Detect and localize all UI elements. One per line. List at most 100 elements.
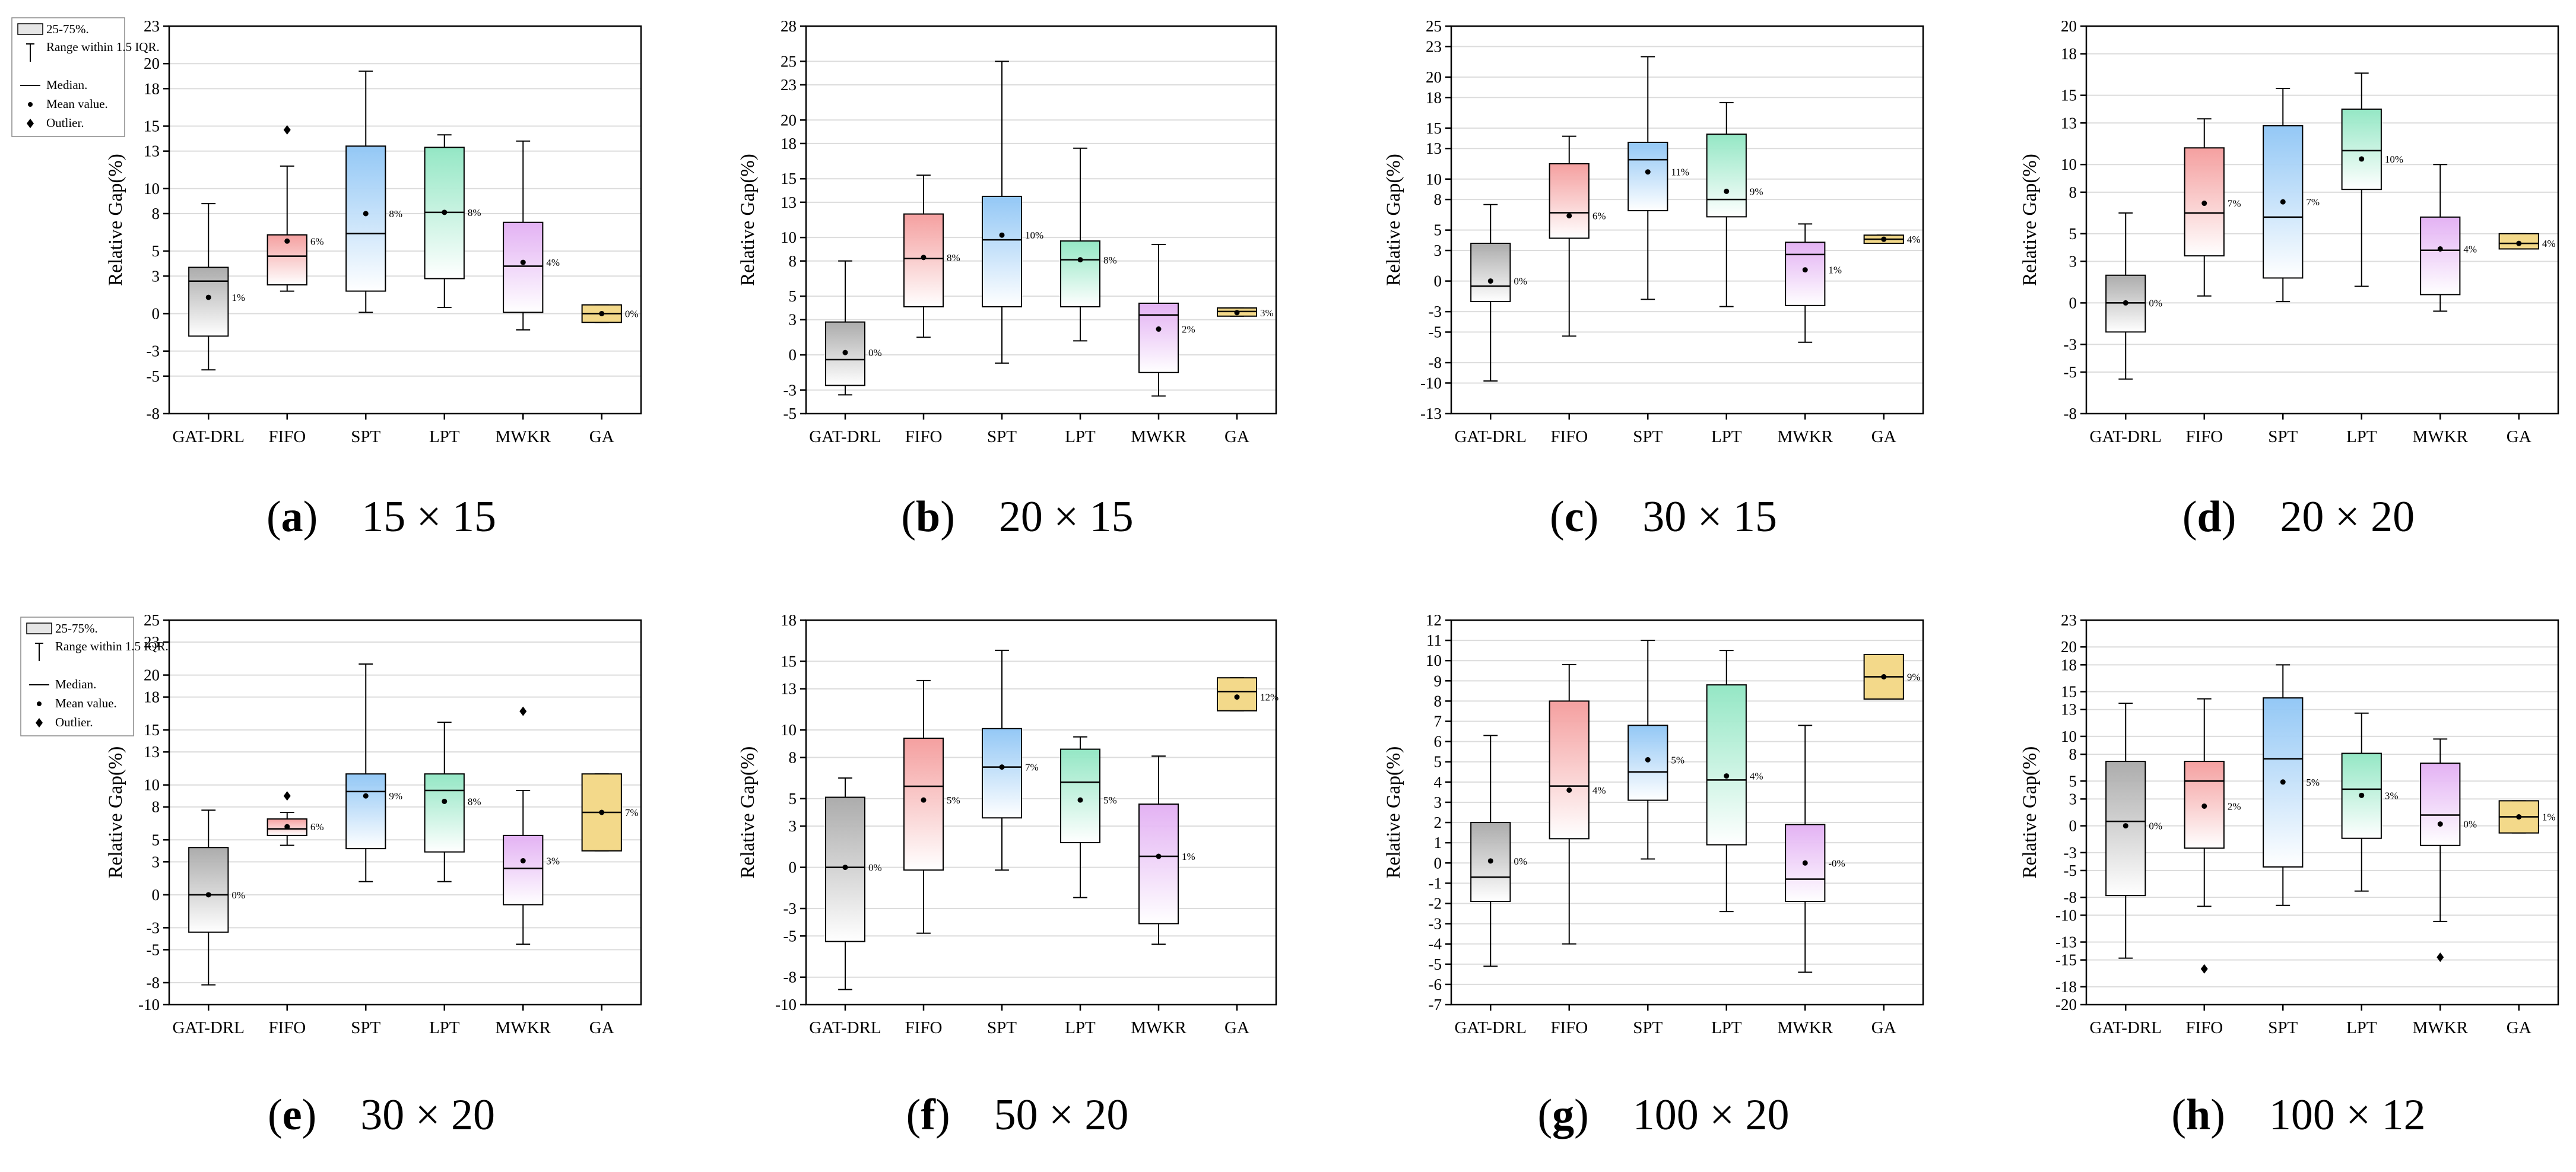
mean-point (205, 892, 211, 898)
y-tick-label: -7 (1429, 996, 1442, 1014)
mean-point (1566, 787, 1572, 793)
mean-value-label: 3% (2385, 790, 2399, 801)
y-tick-label: -8 (783, 968, 797, 986)
caption-letter: e (283, 1091, 302, 1139)
box-fifo: 7% (2184, 118, 2241, 297)
x-tick-label-mwkr: MWKR (1778, 427, 1833, 446)
box-spt: 10% (982, 61, 1043, 364)
y-tick-label: -3 (1429, 915, 1442, 933)
outlier-point (519, 706, 527, 716)
box-iqr (1785, 242, 1826, 306)
mean-point (2516, 814, 2522, 820)
mean-value-label: 7% (2306, 196, 2320, 208)
outlier-point (283, 125, 291, 135)
legend-median-label: Median. (55, 677, 96, 691)
box-iqr (903, 213, 944, 307)
panel-caption: (c) 30 × 15 (1550, 493, 1777, 541)
y-tick-label: 10 (1426, 170, 1442, 188)
mean-value-label: 0% (868, 347, 882, 358)
mean-value-label: 5% (1671, 754, 1684, 766)
y-tick-label: -5 (1429, 955, 1442, 973)
outlier-point (2437, 952, 2444, 963)
y-tick-label: -10 (138, 996, 160, 1014)
box-iqr (2498, 233, 2539, 250)
mean-point (921, 255, 927, 261)
mean-point (284, 824, 290, 830)
mean-value-label: 6% (310, 821, 324, 833)
y-tick-label: 8 (789, 748, 797, 766)
box-gat-drl: 0% (1470, 735, 1527, 967)
y-tick-label: 3 (1434, 793, 1442, 811)
mean-value-label: 4% (1907, 234, 1921, 245)
y-tick-label: 5 (1434, 221, 1442, 239)
legend-box-swatch (17, 23, 43, 35)
legend-box-swatch (26, 622, 52, 634)
mean-value-label: 0% (231, 890, 245, 901)
box-iqr (982, 728, 1022, 819)
legend-outlier-swatch (36, 718, 43, 728)
box-iqr (503, 834, 544, 906)
mean-value-label: 7% (625, 807, 639, 818)
mean-point (999, 232, 1005, 238)
box-lpt: 3% (2341, 712, 2399, 892)
box-iqr (903, 738, 944, 871)
legend-mean-swatch (28, 102, 33, 107)
y-tick-label: 20 (2061, 17, 2077, 35)
mean-value-label: 1% (1828, 265, 1842, 276)
y-tick-label: 18 (2061, 656, 2077, 674)
box-spt: 5% (1628, 640, 1684, 860)
box-lpt: 10% (2341, 72, 2403, 287)
chart-panel-e: -10 -8 -5 -3 0 3 5 8 10 13 15 18 20 23 25 Relative Gap(… (20, 611, 642, 1139)
mean-value-label: 4% (1592, 784, 1606, 796)
mean-value-label: 9% (389, 790, 402, 802)
mean-value-label: 0% (2149, 821, 2162, 832)
y-axis-label: Relative Gap(%) (737, 154, 759, 286)
legend-mean-label: Mean value. (55, 696, 117, 710)
y-tick-label: 3 (2069, 252, 2077, 270)
mean-point (999, 764, 1005, 770)
y-tick-label: 0 (1434, 854, 1442, 872)
x-tick-label-ga: GA (1871, 1018, 1896, 1037)
mean-point (1077, 797, 1083, 803)
y-tick-label: 10 (144, 180, 160, 198)
mean-point (2437, 246, 2443, 252)
box-gat-drl: 0% (2105, 703, 2162, 959)
mean-value-label: 7% (1025, 762, 1039, 773)
box-iqr (1706, 134, 1747, 218)
mean-point (1156, 326, 1162, 332)
caption-paren-close: ) (1574, 1091, 1633, 1139)
y-tick-label: -20 (2055, 996, 2077, 1014)
y-tick-label: -5 (783, 405, 797, 423)
y-tick-label: 15 (1426, 119, 1442, 137)
box-fifo: 4% (1549, 664, 1606, 945)
mean-value-label: 0% (868, 862, 882, 874)
y-tick-label: 18 (1426, 88, 1442, 106)
mean-value-label: 5% (2306, 777, 2320, 788)
x-tick-label-ga: GA (2507, 427, 2531, 446)
legend-mean-swatch (37, 701, 42, 706)
caption-paren-close: ) (302, 1091, 361, 1139)
box-fifo: 6% (1549, 135, 1606, 337)
box-ga: 7% (581, 773, 639, 852)
box-ga: 9% (1863, 653, 1921, 700)
x-tick-label-gat-drl: GAT-DRL (2090, 427, 2162, 446)
y-tick-label: 13 (2061, 114, 2077, 132)
mean-point (205, 294, 211, 300)
box-iqr (1628, 141, 1668, 212)
y-tick-label: 15 (144, 117, 160, 135)
box-gat-drl: 0% (188, 809, 245, 986)
box-mwkr: 4% (2420, 164, 2477, 312)
mean-value-label: 0% (2463, 819, 2477, 830)
legend: 25-75%. Range within 1.5 IQR. Median. Mean … (11, 17, 160, 137)
y-tick-label: 15 (781, 170, 797, 188)
y-tick-label: 6 (1434, 733, 1442, 751)
legend-frame (20, 617, 134, 736)
panel-caption: (a) 15 × 15 (267, 493, 496, 541)
y-tick-label: 3 (2069, 790, 2077, 808)
mean-point (1881, 674, 1887, 679)
y-tick-label: 23 (144, 17, 160, 35)
mean-value-label: 5% (947, 795, 960, 806)
mean-value-label: 0% (1514, 856, 1527, 867)
y-tick-label: 5 (2069, 772, 2077, 790)
chart-panel-d: -8 -5 -3 0 3 5 8 10 13 15 18 20 Relative Gap(%) GAT-D… (2019, 17, 2559, 541)
